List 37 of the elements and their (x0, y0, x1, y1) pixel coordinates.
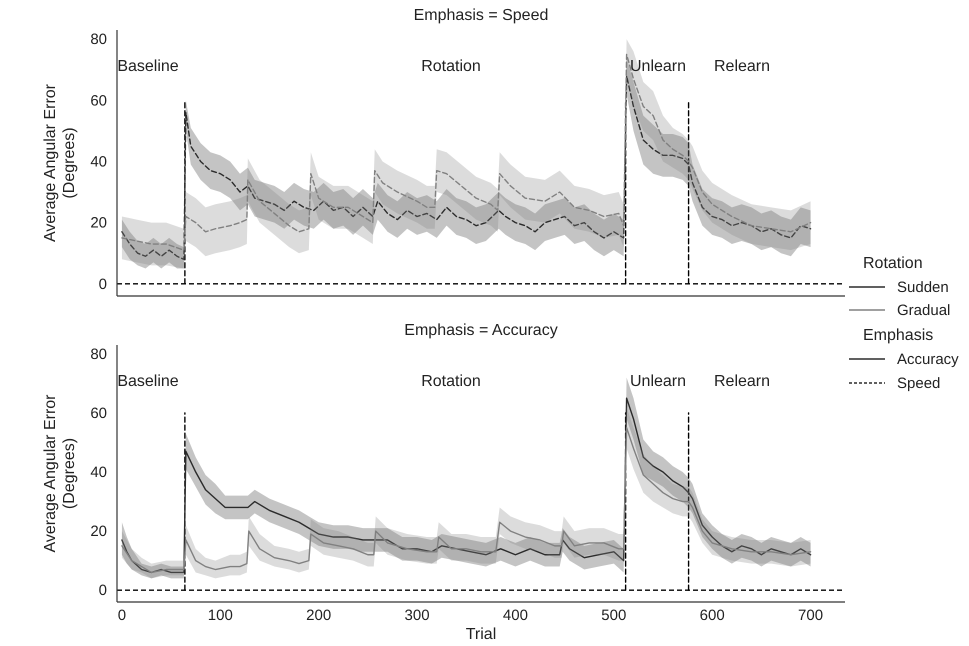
legend-label: Gradual (897, 302, 950, 319)
x-tick-label: 400 (502, 607, 528, 624)
annotation: Rotation (421, 373, 481, 390)
y-tick-label: 40 (90, 464, 107, 482)
y-tick-label: 0 (98, 276, 107, 293)
y-tick-label: 0 (98, 582, 107, 600)
x-tick-label: 700 (798, 607, 824, 624)
y-axis-title: Average Angular Error (Degrees) (42, 83, 78, 242)
x-tick-label: 100 (208, 607, 233, 624)
annotation: Relearn (714, 373, 770, 390)
legend-title: Emphasis (863, 327, 934, 344)
annotation: Unlearn (630, 58, 686, 75)
x-tick-label: 200 (306, 607, 332, 624)
y-axis-title: Average Angular Error (Degrees) (42, 394, 78, 553)
x-axis-title: Trial (466, 626, 496, 643)
text: Speed (897, 375, 940, 392)
x-tick-label: 300 (404, 607, 430, 624)
x-tick-label: 600 (700, 607, 725, 624)
chart-title: Emphasis = Accuracy (404, 322, 558, 339)
chart-title: Emphasis = Speed (414, 7, 548, 24)
annotation: Relearn (714, 58, 770, 75)
annotation: Rotation (421, 58, 481, 75)
text: Accuracy (897, 351, 960, 368)
annotation: Baseline (117, 58, 179, 75)
y-tick-label: 60 (90, 92, 107, 110)
y-tick-label: 40 (90, 153, 107, 170)
annotation: Baseline (117, 373, 179, 390)
y-tick-label: 60 (90, 404, 107, 422)
y-tick-label: 80 (90, 31, 107, 48)
y-tick-label: 80 (90, 346, 107, 363)
y-tick-label: 20 (90, 214, 107, 232)
y-tick-label: 20 (90, 523, 107, 540)
x-tick-label: 500 (601, 607, 626, 624)
x-tick-label: 0 (118, 607, 126, 624)
annotation: Unlearn (630, 373, 686, 390)
legend-label: Sudden (897, 279, 949, 296)
legend-title: Rotation (863, 255, 923, 272)
